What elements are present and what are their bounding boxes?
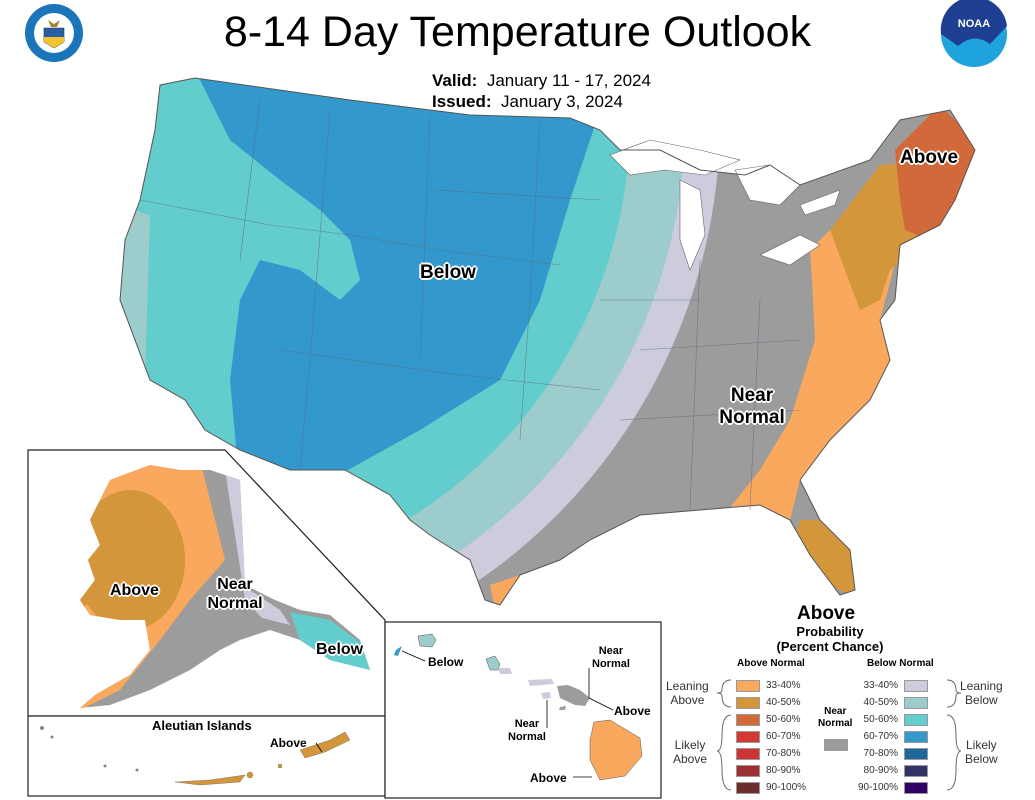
legend-near-normal-swatch <box>824 739 848 751</box>
valid-label: Valid: <box>432 71 478 90</box>
likely-below-label: Likely Below <box>965 738 998 766</box>
legend-row: 70-80% <box>736 745 806 762</box>
legend-swatch <box>904 781 928 794</box>
legend-swatch <box>904 713 928 726</box>
ak-near-line2: Normal <box>207 595 263 612</box>
legend-near-line1: Near <box>824 706 847 717</box>
legend-range: 70-80% <box>863 748 898 759</box>
legend-swatch <box>904 747 928 760</box>
legend-below-header: Below Normal <box>867 658 934 669</box>
legend-range: 90-100% <box>766 782 807 793</box>
legend-range: 60-70% <box>766 731 801 742</box>
hawaii-below-label: Below <box>428 655 464 669</box>
svg-text:NOAA: NOAA <box>958 18 990 30</box>
legend-title-line2: (Percent Chance) <box>776 639 884 654</box>
legend-swatch <box>736 713 760 726</box>
legend-row: 40-50% <box>850 694 928 711</box>
legend-near-line2: Normal <box>818 718 853 729</box>
legend-range: 60-70% <box>863 731 898 742</box>
date-info: Valid: January 11 - 17, 2024 Issued: Jan… <box>432 70 651 112</box>
valid-value: January 11 - 17, 2024 <box>486 71 651 90</box>
legend-range: 80-90% <box>863 765 898 776</box>
likely-below-line2: Below <box>965 752 998 766</box>
near-normal-line2: Normal <box>719 407 785 428</box>
issued-label: Issued: <box>432 92 492 111</box>
leaning-below-label: Leaning Below <box>960 679 1003 707</box>
legend-swatch <box>904 730 928 743</box>
likely-above-line2: Above <box>673 752 708 766</box>
legend-swatch <box>904 764 928 777</box>
legend-swatch <box>736 679 760 692</box>
noaa-logo-icon: NOAA <box>940 0 1007 67</box>
leaning-below-line2: Below <box>965 693 998 707</box>
near-normal-line1: Near <box>730 385 774 406</box>
legend-swatch <box>904 696 928 709</box>
legend-row: 40-50% <box>736 694 806 711</box>
alaska-below-label: Below <box>316 641 364 658</box>
alaska-near-normal-label: Near Normal <box>202 575 268 613</box>
legend-row: 33-40% <box>736 677 806 694</box>
conus-below-label: Below <box>420 262 476 283</box>
legend-row: 90-100% <box>736 779 806 796</box>
legend-range: 50-60% <box>863 714 898 725</box>
legend-swatch <box>736 747 760 760</box>
legend-range: 33-40% <box>863 680 898 691</box>
legend-above-header: Above Normal <box>737 658 805 669</box>
hawaii-near-normal-top-label: Near Normal <box>592 645 630 671</box>
hi-near-top-line1: Near <box>598 645 624 657</box>
legend-row: 50-60% <box>736 711 806 728</box>
legend-swatch <box>736 764 760 777</box>
legend-range: 50-60% <box>766 714 801 725</box>
legend-row: 80-90% <box>850 762 928 779</box>
legend-swatch <box>736 781 760 794</box>
page-title: 8-14 Day Temperature Outlook <box>223 8 812 56</box>
legend-range: 40-50% <box>766 697 801 708</box>
alaska-above-label: Above <box>110 582 159 599</box>
legend-row: 60-70% <box>850 728 928 745</box>
legend-range: 40-50% <box>863 697 898 708</box>
legend-title-line1: Probability <box>796 624 864 639</box>
legend-below-list: 33-40% 40-50% 50-60% 60-70% 70-80% 80-90% 90-1… <box>850 677 928 796</box>
legend-range: 90-100% <box>857 782 898 793</box>
likely-above-label: Likely Above <box>673 738 707 766</box>
likely-above-line1: Likely <box>674 738 706 752</box>
legend-row: 50-60% <box>850 711 928 728</box>
legend-above-list: 33-40% 40-50% 50-60% 60-70% 70-80% 80-90% 90-1… <box>736 677 806 796</box>
likely-below-line1: Likely <box>966 738 997 752</box>
hi-near-mid-line1: Near <box>514 718 540 730</box>
conus-near-normal-label: Near Normal <box>712 385 792 429</box>
aleutian-above-label: Above <box>270 736 307 750</box>
legend-range: 33-40% <box>766 680 801 691</box>
hi-near-mid-line2: Normal <box>508 731 546 743</box>
legend-swatch <box>736 730 760 743</box>
legend-near-normal-label: Near Normal <box>818 706 852 730</box>
legend-title: Probability (Percent Chance) <box>760 624 900 654</box>
legend-row: 80-90% <box>736 762 806 779</box>
legend-swatch <box>736 696 760 709</box>
hawaii-above-big-island-label: Above <box>530 771 567 785</box>
conus-above-northeast-label: Above <box>900 147 959 168</box>
ak-near-line1: Near <box>217 576 253 593</box>
legend-swatch <box>904 679 928 692</box>
leaning-below-line1: Leaning <box>960 679 1003 693</box>
legend-row: 33-40% <box>850 677 928 694</box>
hawaii-above-maui-label: Above <box>614 704 651 718</box>
hi-near-top-line2: Normal <box>592 658 630 670</box>
doc-seal-icon <box>25 4 83 62</box>
conus-above-florida-label: Above <box>797 603 856 624</box>
leaning-above-label: Leaning Above <box>666 679 709 707</box>
issued-value: January 3, 2024 <box>500 92 623 111</box>
aleutian-title: Aleutian Islands <box>152 718 252 733</box>
legend-range: 80-90% <box>766 765 801 776</box>
leaning-above-line1: Leaning <box>666 679 709 693</box>
hawaii-near-normal-mid-label: Near Normal <box>508 718 546 744</box>
legend-range: 70-80% <box>766 748 801 759</box>
leaning-above-line2: Above <box>670 693 705 707</box>
legend-row: 60-70% <box>736 728 806 745</box>
legend-row: 70-80% <box>850 745 928 762</box>
legend-row: 90-100% <box>850 779 928 796</box>
